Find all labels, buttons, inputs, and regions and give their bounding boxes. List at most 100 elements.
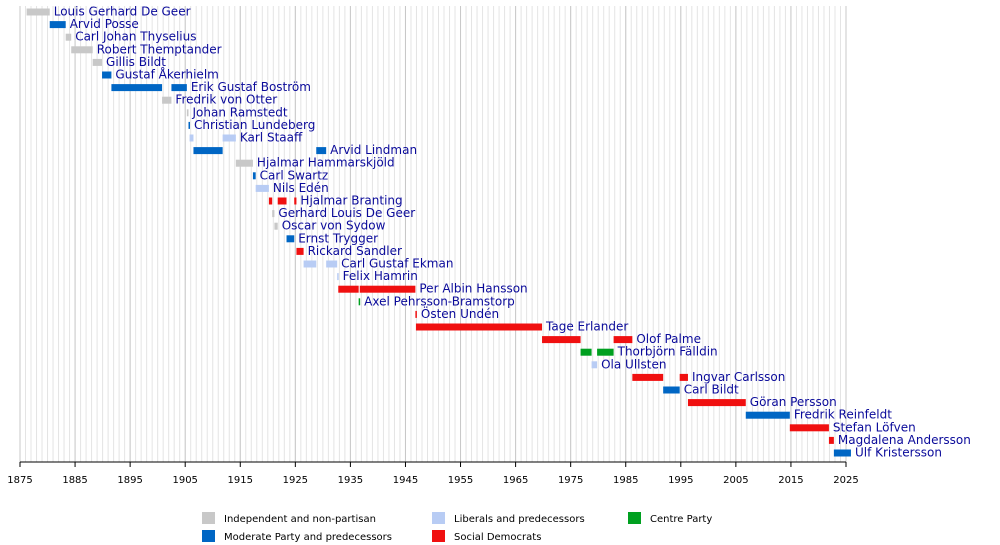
- pm-name: Arvid Lindman: [330, 143, 417, 157]
- term-bar: [193, 147, 223, 155]
- term-bar: [171, 84, 187, 92]
- x-tick-label: 1985: [613, 475, 638, 486]
- term-bar: [789, 424, 829, 432]
- term-bar: [663, 386, 680, 394]
- pm-name: Oscar von Sydow: [282, 219, 386, 233]
- term-bar: [415, 323, 543, 331]
- pm-name: Nils Edén: [273, 181, 329, 195]
- term-bar: [358, 298, 361, 306]
- pm-name: Christian Lundeberg: [194, 118, 315, 132]
- pm-name: Stefan Löfven: [833, 420, 916, 434]
- x-tick-label: 1875: [7, 475, 32, 486]
- x-tick-label: 2005: [723, 475, 748, 486]
- x-tick-label: 1905: [172, 475, 197, 486]
- term-bar: [102, 71, 112, 79]
- x-tick-label: 1885: [62, 475, 87, 486]
- term-bar: [222, 134, 236, 142]
- x-tick-label: 2025: [833, 475, 858, 486]
- pm-name: Thorbjörn Fälldin: [617, 345, 718, 359]
- legend-label: Social Democrats: [454, 532, 541, 543]
- term-bar: [679, 373, 688, 381]
- pm-name: Fredrik Reinfeldt: [794, 408, 892, 422]
- pm-name: Ingvar Carlsson: [692, 370, 785, 384]
- term-bar: [833, 449, 851, 457]
- x-tick-label: 1935: [338, 475, 363, 486]
- pm-name: Magdalena Andersson: [838, 433, 971, 447]
- term-bar: [687, 399, 746, 407]
- term-bar: [338, 285, 359, 293]
- term-bar: [111, 84, 163, 92]
- term-bar: [272, 210, 275, 218]
- legend-label: Independent and non-partisan: [224, 514, 376, 525]
- pm-name: Olof Palme: [636, 332, 701, 346]
- term-bar: [189, 134, 194, 142]
- term-bar: [632, 373, 664, 381]
- pm-name: Karl Staaff: [240, 131, 303, 145]
- term-bar: [303, 260, 317, 268]
- legend-swatch: [432, 512, 445, 524]
- pm-name: Carl Swartz: [260, 168, 329, 182]
- x-tick-label: 1945: [393, 475, 418, 486]
- term-bar: [268, 197, 273, 205]
- pm-name: Rickard Sandler: [308, 244, 402, 258]
- pm-name: Carl Johan Thyselius: [75, 30, 196, 44]
- term-bar: [415, 310, 417, 318]
- term-bar: [186, 109, 189, 117]
- pm-name: Johan Ramstedt: [192, 105, 288, 119]
- pm-name: Gillis Bildt: [106, 55, 166, 69]
- term-bar: [326, 260, 338, 268]
- pm-name: Fredrik von Otter: [175, 93, 277, 107]
- term-bar: [745, 411, 790, 419]
- x-tick-label: 1915: [228, 475, 253, 486]
- x-tick-label: 1975: [558, 475, 583, 486]
- term-bar: [286, 235, 295, 243]
- x-tick-label: 1955: [448, 475, 473, 486]
- legend-label: Liberals and predecessors: [454, 514, 585, 525]
- x-tick-label: 1995: [668, 475, 693, 486]
- term-bar: [316, 147, 327, 155]
- term-bar: [92, 58, 103, 66]
- pm-name: Felix Hamrin: [343, 269, 418, 283]
- legend-swatch: [202, 512, 215, 524]
- term-bar: [49, 21, 66, 29]
- term-bar: [591, 361, 598, 369]
- pm-name: Carl Gustaf Ekman: [341, 257, 453, 271]
- pm-name: Erik Gustaf Boström: [191, 80, 311, 94]
- pm-name: Östen Undén: [421, 305, 499, 321]
- term-bar: [235, 159, 253, 167]
- pm-name: Ulf Kristersson: [855, 446, 942, 460]
- pm-name: Per Albin Hansson: [419, 282, 527, 296]
- x-tick-label: 1925: [283, 475, 308, 486]
- pm-name: Arvid Posse: [70, 17, 139, 31]
- pm-name: Ernst Trygger: [298, 231, 378, 245]
- pm-name: Gustaf Åkerhielm: [115, 67, 218, 82]
- term-bar: [188, 121, 191, 129]
- term-bar: [828, 436, 834, 444]
- term-bar: [597, 348, 614, 356]
- term-bar: [255, 184, 269, 192]
- legend-label: Moderate Party and predecessors: [224, 532, 392, 543]
- term-bar: [277, 197, 287, 205]
- pm-name: Gerhard Louis De Geer: [278, 206, 415, 220]
- x-tick-label: 1965: [503, 475, 528, 486]
- term-bar: [71, 46, 93, 54]
- term-bar: [580, 348, 592, 356]
- legend-label: Centre Party: [650, 514, 712, 525]
- pm-name: Carl Bildt: [684, 383, 739, 397]
- term-bar: [274, 222, 278, 230]
- pm-name: Ola Ullsten: [601, 357, 666, 371]
- term-bar: [542, 336, 581, 344]
- pm-name: Louis Gerhard De Geer: [54, 5, 191, 19]
- pm-name: Hjalmar Hammarskjöld: [257, 156, 395, 170]
- term-bar: [613, 336, 633, 344]
- term-bar: [162, 96, 172, 104]
- term-bar: [26, 8, 50, 16]
- legend-swatch: [628, 512, 641, 524]
- pm-name: Robert Themptander: [97, 42, 222, 56]
- pm-name: Axel Pehrsson-Bramstorp: [364, 294, 515, 308]
- x-tick-label: 2015: [778, 475, 803, 486]
- term-bar: [296, 247, 304, 255]
- term-bar: [337, 273, 339, 281]
- legend-swatch: [432, 530, 445, 542]
